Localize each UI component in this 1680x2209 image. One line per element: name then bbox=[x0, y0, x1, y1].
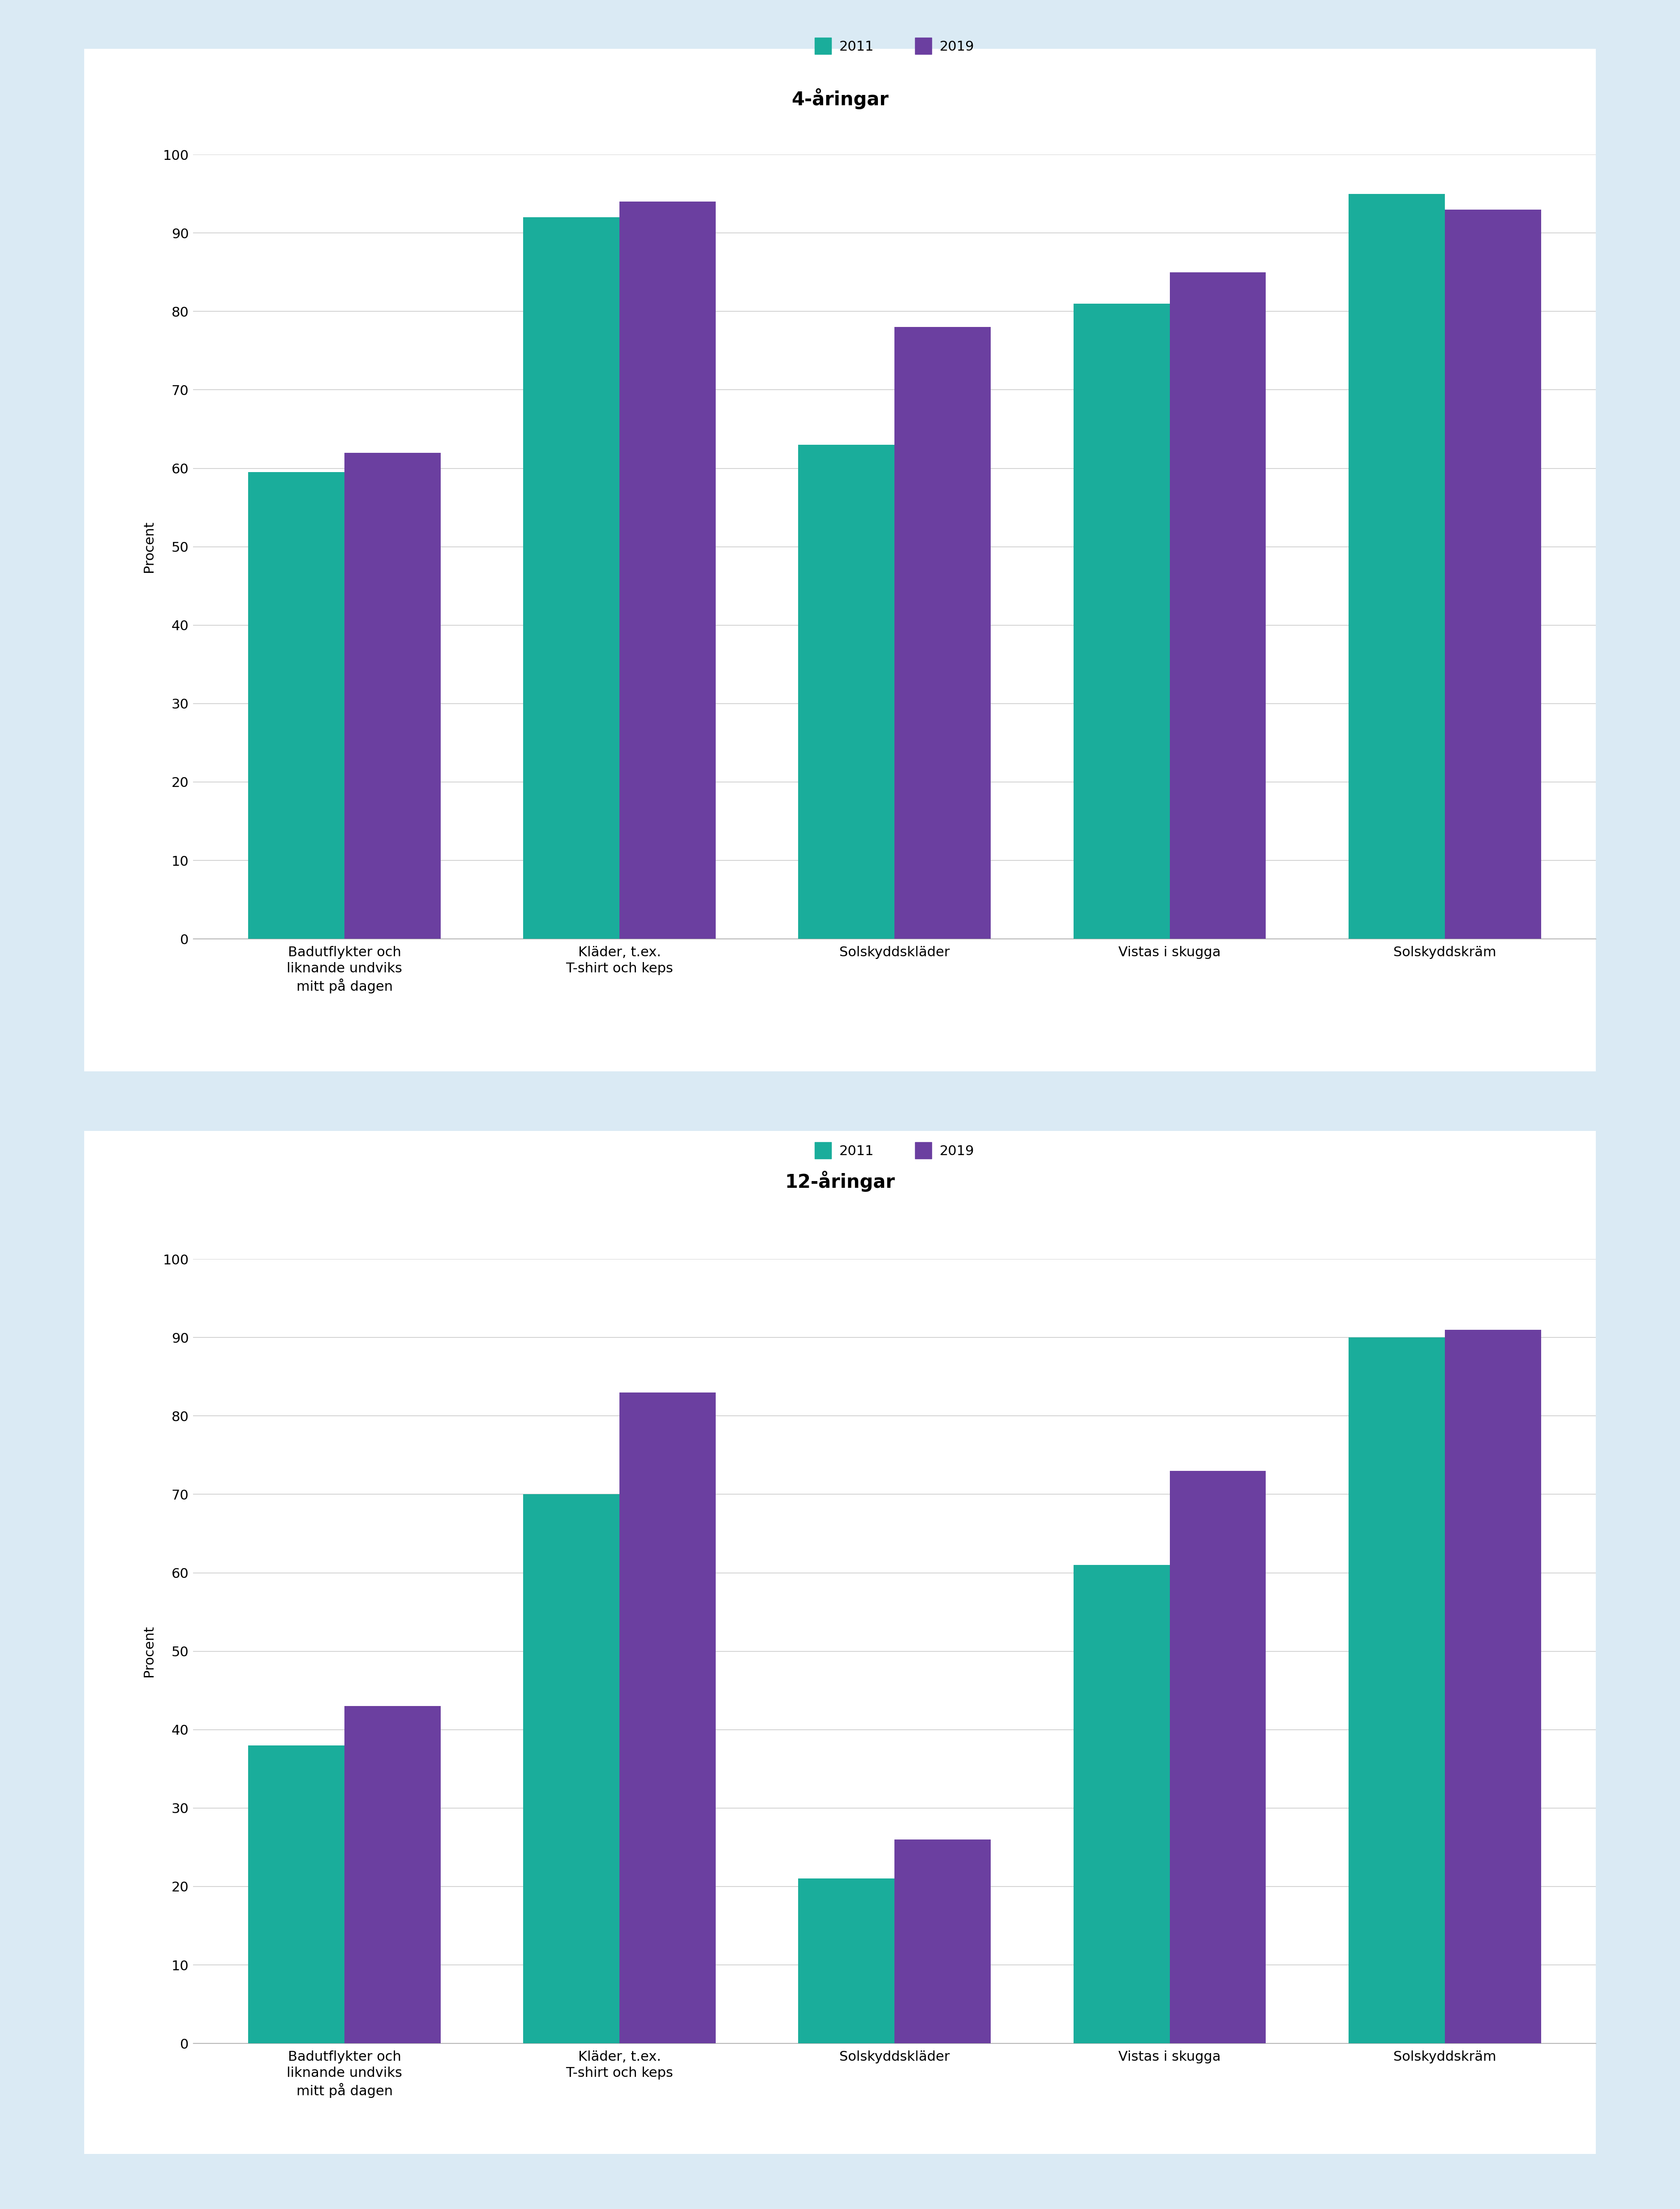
Bar bbox=[1169, 1471, 1267, 2043]
Bar bbox=[1074, 303, 1169, 939]
Text: 12-åringar: 12-åringar bbox=[785, 1171, 895, 1193]
Bar bbox=[522, 216, 620, 939]
Bar bbox=[1445, 210, 1541, 939]
Legend: 2011, 2019: 2011, 2019 bbox=[810, 33, 979, 60]
Bar bbox=[344, 1705, 440, 2043]
Bar bbox=[620, 201, 716, 939]
Bar bbox=[620, 1392, 716, 2043]
Bar bbox=[1445, 1330, 1541, 2043]
Bar bbox=[249, 1745, 344, 2043]
Bar bbox=[798, 444, 895, 939]
Y-axis label: Procent: Procent bbox=[143, 521, 155, 572]
Bar bbox=[798, 1878, 895, 2043]
Bar bbox=[1169, 272, 1267, 939]
Bar bbox=[249, 473, 344, 939]
Legend: 2011, 2019: 2011, 2019 bbox=[810, 1138, 979, 1164]
Bar bbox=[1349, 1336, 1445, 2043]
Bar bbox=[894, 327, 991, 939]
Bar bbox=[522, 1493, 620, 2043]
Text: 4-åringar: 4-åringar bbox=[791, 88, 889, 110]
Bar bbox=[894, 1840, 991, 2043]
Y-axis label: Procent: Procent bbox=[143, 1626, 155, 1677]
Bar bbox=[1074, 1564, 1169, 2043]
Bar bbox=[344, 453, 440, 939]
Bar bbox=[1349, 194, 1445, 939]
